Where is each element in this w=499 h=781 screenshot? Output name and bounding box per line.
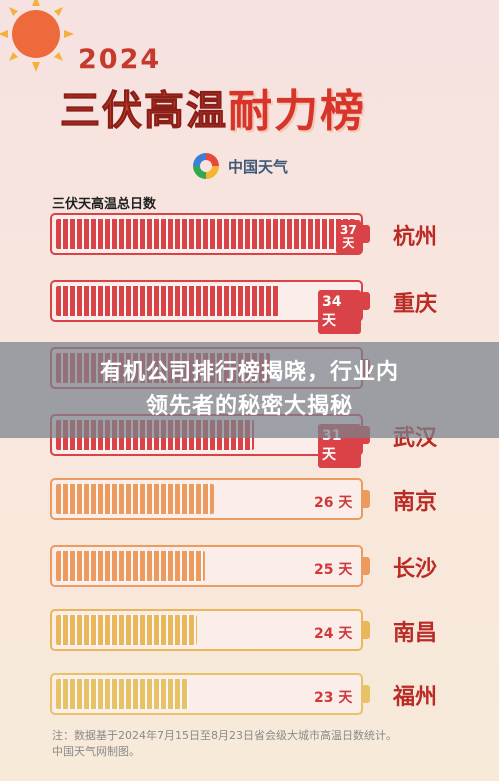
headline-line-1: 有机公司排行榜揭晓，行业内 xyxy=(99,360,399,385)
brand-name: 中国天气 xyxy=(228,157,289,176)
page-title: 三伏高温 耐力榜 xyxy=(60,78,432,137)
city-row: 23 天 福州 xyxy=(50,673,450,721)
battery-fill xyxy=(56,551,205,581)
battery-tip xyxy=(363,685,370,703)
city-name: 杭州 xyxy=(393,225,438,250)
chart-subtitle: 三伏天高温总日数 xyxy=(52,197,157,212)
battery-bar: 24 天 xyxy=(50,609,363,651)
sun-icon xyxy=(0,0,74,72)
brand: 中国天气 xyxy=(190,150,288,182)
weather-logo-icon xyxy=(193,153,219,179)
battery-tip xyxy=(363,490,370,508)
city-name: 长沙 xyxy=(393,557,438,582)
headline-line-2: 领先者的秘密大揭秘 xyxy=(145,394,353,419)
footnote-line-2: 中国天气网制图。 xyxy=(52,745,140,758)
battery-bar: 34 天 xyxy=(50,280,363,334)
battery-tip xyxy=(363,225,370,243)
days-label: 26 天 xyxy=(314,495,353,511)
battery-bar: 25 天 xyxy=(50,545,363,587)
title-accent: 耐力榜 xyxy=(228,86,366,137)
battery-tip xyxy=(363,621,370,639)
city-row: 26 天 南京 xyxy=(50,478,450,526)
days-label: 23 天 xyxy=(314,690,353,706)
battery-fill xyxy=(56,615,197,645)
battery-bar: 37 天 xyxy=(50,213,363,255)
battery-fill xyxy=(56,679,189,709)
battery-fill xyxy=(56,484,214,514)
city-name: 福州 xyxy=(393,685,438,710)
days-label: 25 天 xyxy=(314,562,353,578)
title-main: 三伏高温 xyxy=(60,88,228,135)
city-name: 重庆 xyxy=(393,292,438,317)
city-name: 南京 xyxy=(393,490,438,515)
city-row: 25 天 长沙 xyxy=(50,545,450,593)
battery-bar: 23 天 xyxy=(50,673,363,715)
battery-bar: 26 天 xyxy=(50,478,363,520)
city-name: 南昌 xyxy=(393,621,438,646)
city-row: 34 天 重庆 xyxy=(50,280,450,334)
days-label: 37 天 xyxy=(336,220,361,254)
footnote: 注：数据基于2024年7月15日至8月23日省会级大城市高温日数统计。 中国天气… xyxy=(52,728,397,760)
days-label: 24 天 xyxy=(314,626,353,642)
city-row: 24 天 南昌 xyxy=(50,609,450,657)
battery-tip xyxy=(363,557,370,575)
footnote-line-1: 注：数据基于2024年7月15日至8月23日省会级大城市高温日数统计。 xyxy=(52,729,397,742)
days-label: 34 天 xyxy=(318,290,361,334)
city-row: 37 天 杭州 xyxy=(50,213,450,261)
year-label: 2024 xyxy=(78,44,162,75)
battery-fill xyxy=(56,219,355,249)
battery-tip xyxy=(363,292,370,310)
battery-fill xyxy=(56,286,279,316)
headline-banner: 有机公司排行榜揭晓，行业内 领先者的秘密大揭秘 xyxy=(0,342,499,438)
